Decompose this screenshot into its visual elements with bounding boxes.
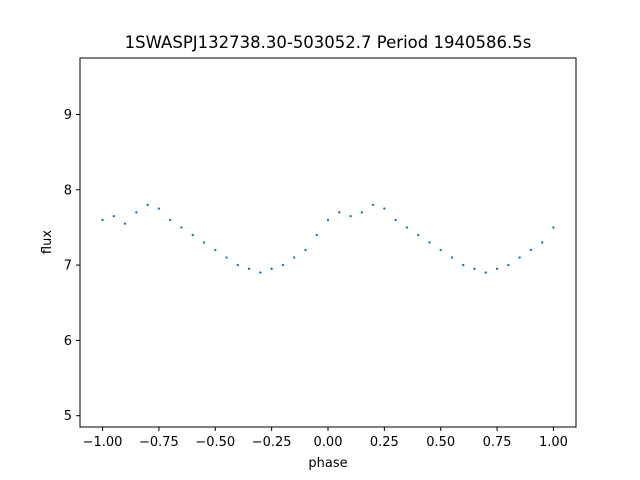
data-point bbox=[360, 211, 364, 214]
data-point bbox=[428, 241, 431, 244]
data-point bbox=[326, 218, 330, 222]
data-point bbox=[495, 267, 499, 271]
data-point bbox=[473, 267, 476, 271]
x-tick-label: −0.50 bbox=[195, 435, 235, 450]
data-point bbox=[202, 241, 206, 244]
x-tick-label: 0.50 bbox=[426, 435, 455, 450]
x-tick-label: 1.00 bbox=[539, 435, 568, 450]
data-points bbox=[101, 203, 555, 274]
data-point bbox=[394, 218, 397, 222]
data-point bbox=[191, 233, 194, 237]
y-tick-label: 9 bbox=[64, 108, 72, 123]
data-point bbox=[281, 263, 285, 267]
x-axis-label: phase bbox=[308, 456, 347, 471]
data-point bbox=[450, 256, 454, 259]
data-point bbox=[405, 226, 409, 229]
data-point bbox=[383, 207, 386, 210]
data-point bbox=[168, 218, 172, 222]
y-tick-label: 6 bbox=[64, 334, 72, 349]
data-point bbox=[101, 218, 104, 222]
x-tick-label: −0.75 bbox=[139, 435, 179, 450]
data-point bbox=[462, 263, 465, 267]
data-point bbox=[225, 256, 228, 259]
data-point bbox=[292, 256, 296, 259]
x-axis-ticks: −1.00 −0.75 −0.50 −0.25 0.00 0.25 0.50 0.75 1.00 bbox=[83, 427, 568, 450]
data-point bbox=[247, 267, 251, 271]
y-tick-label: 5 bbox=[64, 409, 72, 424]
data-point bbox=[214, 248, 217, 252]
data-point bbox=[439, 248, 442, 252]
x-tick-label: −0.25 bbox=[252, 435, 292, 450]
data-point bbox=[304, 248, 307, 252]
data-point bbox=[146, 203, 149, 207]
data-point bbox=[123, 222, 127, 225]
data-point bbox=[371, 203, 375, 207]
data-point bbox=[259, 271, 262, 274]
data-point bbox=[349, 214, 352, 218]
data-point bbox=[112, 214, 116, 218]
x-tick-label: −1.00 bbox=[83, 435, 123, 450]
x-tick-label: 0.25 bbox=[370, 435, 399, 450]
data-point bbox=[338, 211, 341, 214]
y-axis-ticks: 5 6 7 8 9 bbox=[64, 108, 80, 424]
y-tick-label: 8 bbox=[64, 183, 72, 198]
x-tick-label: 0.00 bbox=[314, 435, 343, 450]
y-axis-label: flux bbox=[40, 230, 55, 254]
data-point bbox=[518, 256, 521, 259]
data-point bbox=[157, 207, 161, 210]
data-point bbox=[315, 233, 318, 237]
data-point bbox=[135, 211, 138, 214]
data-point bbox=[416, 233, 420, 237]
data-point bbox=[484, 271, 488, 274]
y-tick-label: 7 bbox=[64, 259, 72, 274]
data-point bbox=[540, 241, 544, 244]
data-point bbox=[270, 267, 273, 271]
plot-frame bbox=[79, 57, 577, 428]
data-point bbox=[236, 263, 240, 267]
data-point bbox=[552, 226, 555, 229]
data-point bbox=[180, 226, 183, 229]
data-point bbox=[507, 263, 510, 267]
data-point bbox=[529, 248, 533, 252]
x-tick-label: 0.75 bbox=[483, 435, 512, 450]
chart-title: 1SWASPJ132738.30-503052.7 Period 1940586… bbox=[125, 33, 532, 52]
